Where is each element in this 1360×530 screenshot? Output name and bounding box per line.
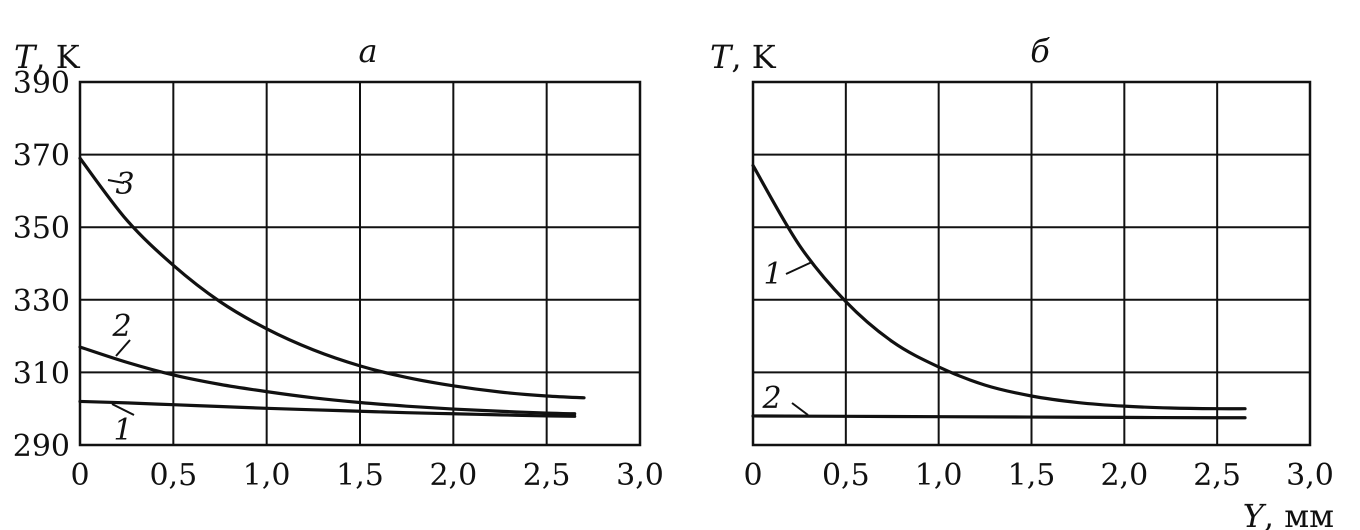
series-label-leader — [785, 261, 813, 275]
panel-title: б — [1030, 32, 1050, 70]
y-axis-label: T, K — [710, 38, 777, 76]
y-axis-symbol: T — [14, 38, 38, 76]
x-tick-label: 0 — [70, 458, 89, 493]
series-line-2 — [751, 414, 1247, 420]
chart-panel-2: 0 0,5 1,0 1,5 2,0 2,5 3,0 б T, K Y, мм 1 2 — [710, 32, 1334, 530]
x-axis-symbol: Y — [1243, 497, 1267, 530]
series-line-3 — [78, 156, 586, 400]
y-tick-label: 290 — [13, 429, 70, 464]
series-line-2 — [78, 345, 577, 416]
x-tick-label: 1,5 — [336, 458, 384, 493]
x-tick-label: 1,5 — [1008, 458, 1056, 493]
y-axis-unit: , K — [35, 38, 80, 76]
x-tick-label: 2,5 — [523, 458, 571, 493]
series-label-leader — [107, 179, 125, 184]
x-tick-label: 3,0 — [1286, 458, 1334, 493]
series-label-1: 1 — [113, 413, 132, 448]
series-label-leader — [115, 339, 131, 357]
x-tick-label: 0,5 — [822, 458, 870, 493]
x-tick-label: 0 — [743, 458, 762, 493]
series-line-1 — [751, 163, 1247, 411]
x-tick-label: 2,0 — [1100, 458, 1148, 493]
series-label-2: 2 — [761, 381, 781, 416]
y-tick-label: 390 — [13, 66, 70, 101]
series-label-leader — [791, 402, 809, 416]
y-axis-label: T, K — [14, 38, 81, 76]
y-tick-label: 330 — [13, 284, 70, 319]
x-tick-label: 2,0 — [429, 458, 477, 493]
x-tick-label: 2,5 — [1193, 458, 1241, 493]
series-label-leader — [111, 403, 135, 416]
series-label-3: 3 — [115, 167, 134, 202]
x-tick-label: 1,0 — [243, 458, 291, 493]
series-label-2: 2 — [111, 309, 131, 344]
x-tick-label: 1,0 — [915, 458, 963, 493]
panel-title: а — [358, 32, 377, 70]
chart-panel-1: 0 0,5 1,0 1,5 2,0 2,5 3,0 290 310 330 350 370 390 а T,… — [13, 32, 664, 493]
y-axis-unit: , K — [731, 38, 776, 76]
series-line-1 — [78, 399, 577, 418]
y-axis-symbol: T — [710, 38, 734, 76]
plot-frame — [78, 80, 642, 447]
series-label-1: 1 — [763, 257, 782, 292]
x-axis-label: Y, мм — [1243, 497, 1334, 530]
y-tick-label: 350 — [13, 211, 70, 246]
x-tick-label: 3,0 — [616, 458, 664, 493]
y-tick-label: 310 — [13, 356, 70, 391]
x-axis-unit: , мм — [1264, 497, 1334, 530]
plot-frame — [751, 80, 1312, 447]
x-tick-label: 0,5 — [149, 458, 197, 493]
y-tick-label: 370 — [13, 139, 70, 174]
